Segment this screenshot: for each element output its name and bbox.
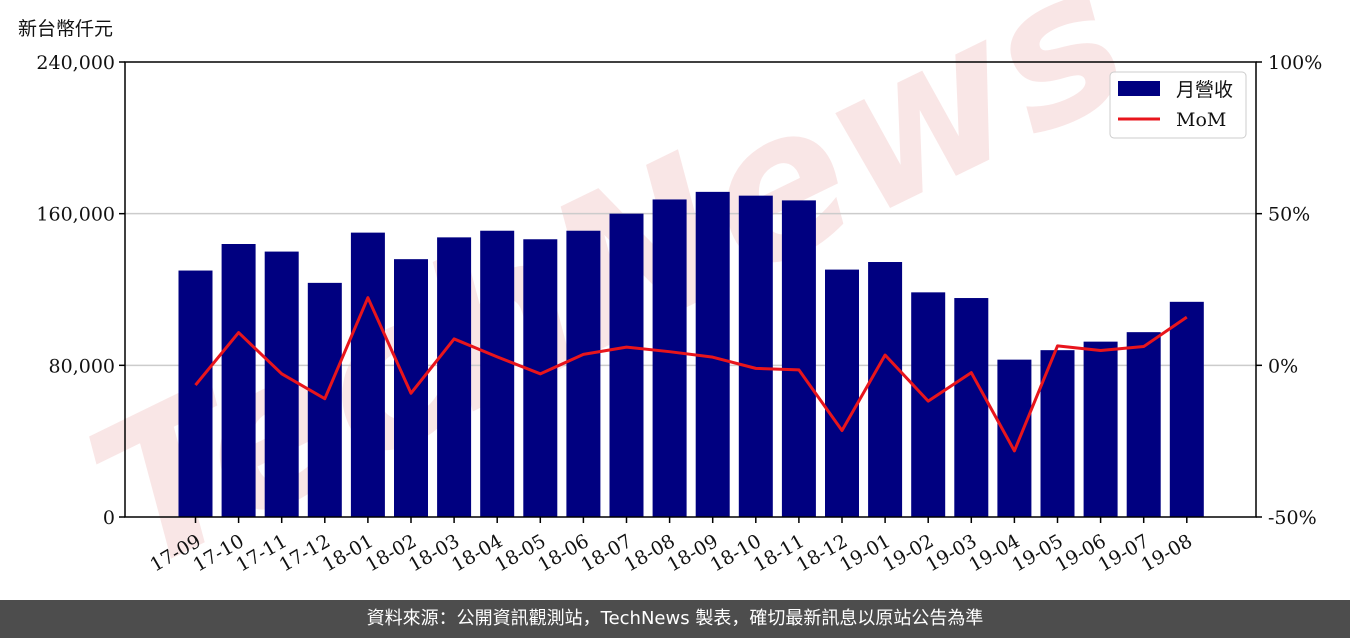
bar xyxy=(221,244,256,517)
bar-series xyxy=(178,191,1204,518)
bar xyxy=(350,232,385,517)
bar xyxy=(738,195,773,517)
y-right-tick-label: 100% xyxy=(1268,52,1322,74)
revenue-chart: TechNews 080,000160,000240,000-50%0%50%1… xyxy=(36,0,1322,600)
y-left-tick-label: 0 xyxy=(103,507,115,529)
mom-line-series xyxy=(194,296,1188,453)
y-right-tick-label: 50% xyxy=(1268,204,1310,226)
y-right-tick-label: 0% xyxy=(1268,355,1298,377)
y-left-tick-label: 160,000 xyxy=(36,204,115,226)
legend-bar-swatch xyxy=(1118,81,1160,96)
y-left-tick-label: 80,000 xyxy=(49,355,115,377)
bar xyxy=(566,230,601,517)
bar xyxy=(997,359,1032,517)
source-footer: 資料來源：公開資訊觀測站，TechNews 製表，確切最新訊息以原站公告為準 xyxy=(0,600,1350,638)
bar xyxy=(911,292,946,517)
bar xyxy=(264,251,299,518)
bar xyxy=(781,200,816,518)
bar xyxy=(1126,332,1161,517)
x-tick-label: 19-08 xyxy=(1138,530,1196,576)
bar xyxy=(1040,350,1075,517)
y-left-tick-label: 240,000 xyxy=(36,52,115,74)
legend: 月營收 MoM xyxy=(1109,71,1247,139)
bar xyxy=(480,230,515,517)
legend-label-revenue: 月營收 xyxy=(1176,79,1233,101)
legend-label-mom: MoM xyxy=(1176,109,1226,131)
mom-line xyxy=(194,296,1188,453)
bar xyxy=(1083,341,1118,517)
y-axis-unit-label: 新台幣仟元 xyxy=(18,18,114,40)
bar xyxy=(954,298,989,517)
bar xyxy=(523,239,558,517)
bar xyxy=(394,259,428,517)
y-right-tick-label: -50% xyxy=(1268,507,1317,529)
bar xyxy=(437,237,472,518)
bar xyxy=(178,270,213,517)
bar xyxy=(825,269,859,517)
bar xyxy=(1169,301,1204,517)
bar xyxy=(609,213,644,517)
bar xyxy=(868,262,903,517)
plot-frame xyxy=(124,61,1257,518)
bar xyxy=(652,199,687,517)
